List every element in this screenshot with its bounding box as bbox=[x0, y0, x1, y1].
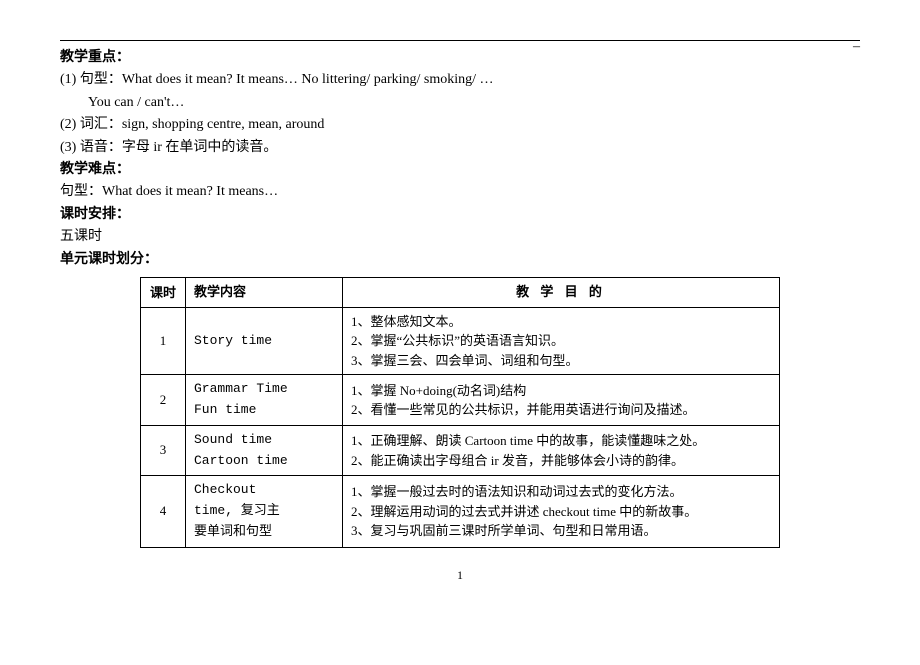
table-row: 4 Checkouttime, 复习主要单词和句型 1、掌握一般过去时的语法知识… bbox=[141, 476, 780, 547]
top-rule bbox=[60, 40, 860, 41]
kp-line2: (2) 词汇：sign, shopping centre, mean, arou… bbox=[60, 114, 860, 136]
cell-goal: 1、正确理解、朗读 Cartoon time 中的故事，能读懂趣味之处。2、能正… bbox=[343, 425, 780, 476]
cell-content: Sound timeCartoon time bbox=[186, 425, 343, 476]
kp-line1: (1) 句型：What does it mean? It means… No l… bbox=[60, 69, 860, 91]
cell-num: 1 bbox=[141, 307, 186, 375]
schedule-text: 五课时 bbox=[60, 226, 860, 248]
heading-key-points: 教学重点： bbox=[60, 47, 860, 69]
table-header-row: 课时 教学内容 教 学 目 的 bbox=[141, 277, 780, 307]
header-dash: – bbox=[853, 36, 860, 58]
cell-content: Grammar TimeFun time bbox=[186, 375, 343, 426]
table-row: 2 Grammar TimeFun time 1、掌握 No+doing(动名词… bbox=[141, 375, 780, 426]
cell-num: 4 bbox=[141, 476, 186, 547]
cell-num: 2 bbox=[141, 375, 186, 426]
table-row: 3 Sound timeCartoon time 1、正确理解、朗读 Carto… bbox=[141, 425, 780, 476]
cell-num: 3 bbox=[141, 425, 186, 476]
cell-content: Story time bbox=[186, 307, 343, 375]
table-row: 1 Story time 1、整体感知文本。2、掌握“公共标识”的英语语言知识。… bbox=[141, 307, 780, 375]
kp-line3: (3) 语音：字母 ir 在单词中的读音。 bbox=[60, 137, 860, 159]
col-lesson: 课时 bbox=[141, 277, 186, 307]
col-content: 教学内容 bbox=[186, 277, 343, 307]
cell-content: Checkouttime, 复习主要单词和句型 bbox=[186, 476, 343, 547]
cell-goal: 1、掌握 No+doing(动名词)结构2、看懂一些常见的公共标识，并能用英语进… bbox=[343, 375, 780, 426]
col-goal: 教 学 目 的 bbox=[343, 277, 780, 307]
heading-schedule: 课时安排： bbox=[60, 204, 860, 226]
heading-unit-plan: 单元课时划分： bbox=[60, 249, 860, 271]
lesson-plan-table: 课时 教学内容 教 学 目 的 1 Story time 1、整体感知文本。2、… bbox=[140, 277, 780, 548]
document-page: – 教学重点： (1) 句型：What does it mean? It mea… bbox=[0, 0, 920, 585]
difficulty-line: 句型：What does it mean? It means… bbox=[60, 181, 860, 203]
cell-goal: 1、整体感知文本。2、掌握“公共标识”的英语语言知识。3、掌握三会、四会单词、词… bbox=[343, 307, 780, 375]
kp-line1b: You can / can't… bbox=[60, 92, 860, 114]
cell-goal: 1、掌握一般过去时的语法知识和动词过去式的变化方法。2、理解运用动词的过去式并讲… bbox=[343, 476, 780, 547]
heading-difficulties: 教学难点： bbox=[60, 159, 860, 181]
page-number: 1 bbox=[60, 566, 860, 585]
